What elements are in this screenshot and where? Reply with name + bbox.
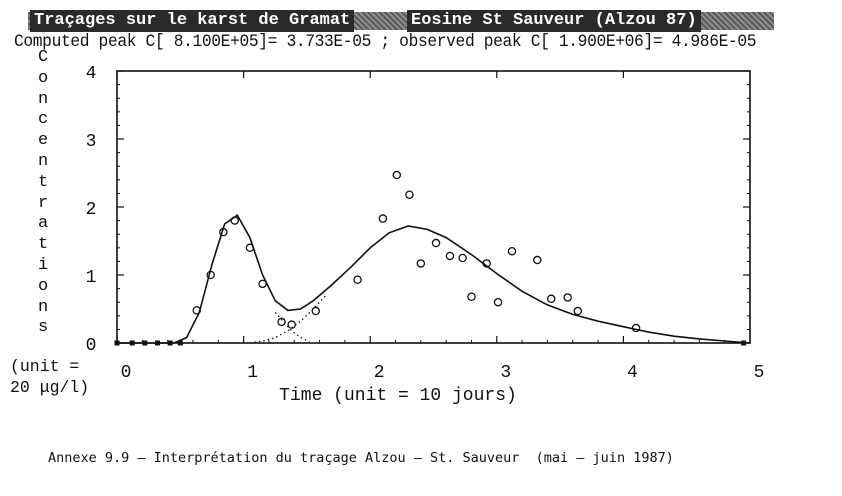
x-axis-title: Time (unit = 10 jours) [279, 386, 517, 406]
x-tick-label: 0 [121, 363, 132, 383]
observed-point [507, 246, 517, 256]
baseline-marker [155, 340, 161, 346]
chart: 0 1 2 3 4 5 0 1 2 3 4 Time (unit = 10 jours) [86, 64, 765, 406]
observed-point [416, 259, 426, 268]
y-axis-label-letter: i [38, 256, 49, 275]
plot-frame [116, 70, 751, 344]
y-tick-label: 2 [86, 200, 97, 220]
title-right: Eosine St Sauveur (Alzou 87) [407, 10, 701, 32]
observed-point [405, 190, 414, 200]
y-unit-line1: (unit = [10, 357, 80, 376]
y-axis-label-letter: a [38, 214, 49, 234]
baseline-marker [167, 340, 173, 346]
y-axis-label-letter: n [38, 89, 49, 109]
x-tick-label: 4 [627, 363, 638, 383]
baseline-marker [142, 340, 148, 346]
baseline-marker [114, 340, 120, 346]
y-axis-label-letter: o [38, 276, 49, 296]
baseline-marker [177, 340, 183, 346]
observed-point [573, 306, 583, 316]
x-tick-label: 1 [247, 363, 258, 383]
y-axis-label-letter: t [38, 235, 49, 255]
x-tick-label: 3 [500, 363, 511, 383]
baseline-marker [129, 340, 135, 346]
observed-point [546, 294, 556, 304]
y-tick-label: 1 [86, 268, 97, 288]
caption: Annexe 9.9 – Interprétation du traçage A… [48, 450, 674, 466]
observed-point [493, 297, 503, 307]
subtitle: Computed peak C[ 8.100E+05]= 3.733E-05 ;… [14, 32, 757, 52]
observed-point [353, 275, 362, 285]
y-axis-label-letter: n [38, 152, 49, 171]
y-axis-label-letter: e [38, 131, 49, 151]
observed-point [431, 238, 441, 248]
x-tick-label: 5 [754, 363, 765, 383]
observed-point [533, 255, 542, 265]
y-axis-label-letter: o [38, 68, 49, 88]
observed-point [467, 292, 476, 302]
x-tick-label: 2 [374, 363, 385, 383]
observed-point [563, 293, 572, 302]
observed-point [392, 170, 402, 180]
y-axis-label-letter: s [38, 318, 49, 338]
observed-point [458, 253, 467, 263]
observed-point [445, 251, 455, 261]
y-tick-label: 4 [86, 64, 97, 84]
title-left: Traçages sur le karst de Gramat [30, 10, 355, 32]
dotted-component-curve [249, 294, 327, 344]
y-axis-label-letter: r [38, 193, 49, 213]
y-tick-label: 0 [86, 336, 97, 356]
fitted-curve [117, 214, 751, 344]
y-unit-line2: 20 μg/l) [10, 378, 90, 397]
observed-point [277, 317, 286, 327]
baseline-marker [741, 340, 747, 346]
y-axis-label-letter: C [38, 48, 49, 67]
y-tick-label: 3 [86, 132, 97, 152]
observed-point [378, 214, 388, 223]
y-axis-label-letter: n [38, 297, 49, 317]
observed-point [311, 306, 321, 316]
y-axis-label-letter: t [38, 172, 49, 192]
y-axis-label-letter: c [38, 110, 49, 130]
